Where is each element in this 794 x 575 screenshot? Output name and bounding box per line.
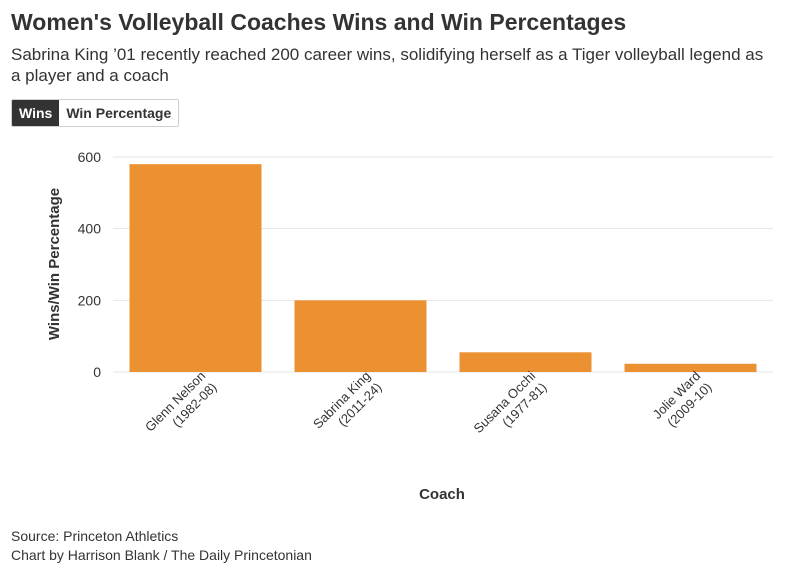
chart-title: Women's Volleyball Coaches Wins and Win … <box>11 9 627 35</box>
x-axis-ticks: Glenn Nelson(1982-08) Sabrina King(2011-2… <box>142 368 715 436</box>
x-tick-label-2: Susana Occhi(1977-81) <box>470 368 549 436</box>
bar-1[interactable] <box>294 300 427 372</box>
chart-subtitle: Sabrina King ’01 recently reached 200 ca… <box>11 45 764 85</box>
x-tick-label-0: Glenn Nelson(1982-08) <box>142 368 220 434</box>
y-tick-label-0: 0 <box>93 364 101 380</box>
source-note: Source: Princeton Athletics <box>11 528 179 544</box>
y-tick-label-3: 600 <box>78 149 102 165</box>
y-tick-label-2: 400 <box>78 221 102 237</box>
x-tick-label-1: Sabrina King(2011-24) <box>310 368 385 431</box>
bar-2[interactable] <box>459 352 592 372</box>
x-tick-label-3: Jolie Ward(2009-10) <box>650 368 715 430</box>
bar-0[interactable] <box>129 164 262 372</box>
wins-toggle-button[interactable]: Wins <box>12 100 60 126</box>
y-axis-ticks: 0 200 400 600 <box>78 149 102 380</box>
metric-toggle: Wins Win Percentage <box>11 99 180 127</box>
bar-chart: 0 200 400 600 Glenn Nelson(1982-08) Sabrina … <box>46 149 773 503</box>
x-axis-label: Coach <box>419 486 465 503</box>
y-tick-label-1: 200 <box>78 292 102 308</box>
credit-note: Chart by Harrison Blank / The Daily Prin… <box>11 547 312 563</box>
bars <box>129 164 757 372</box>
y-axis-label: Wins/Win Percentage <box>46 188 63 340</box>
win-percentage-toggle-button[interactable]: Win Percentage <box>59 100 179 126</box>
bar-3[interactable] <box>624 363 757 372</box>
